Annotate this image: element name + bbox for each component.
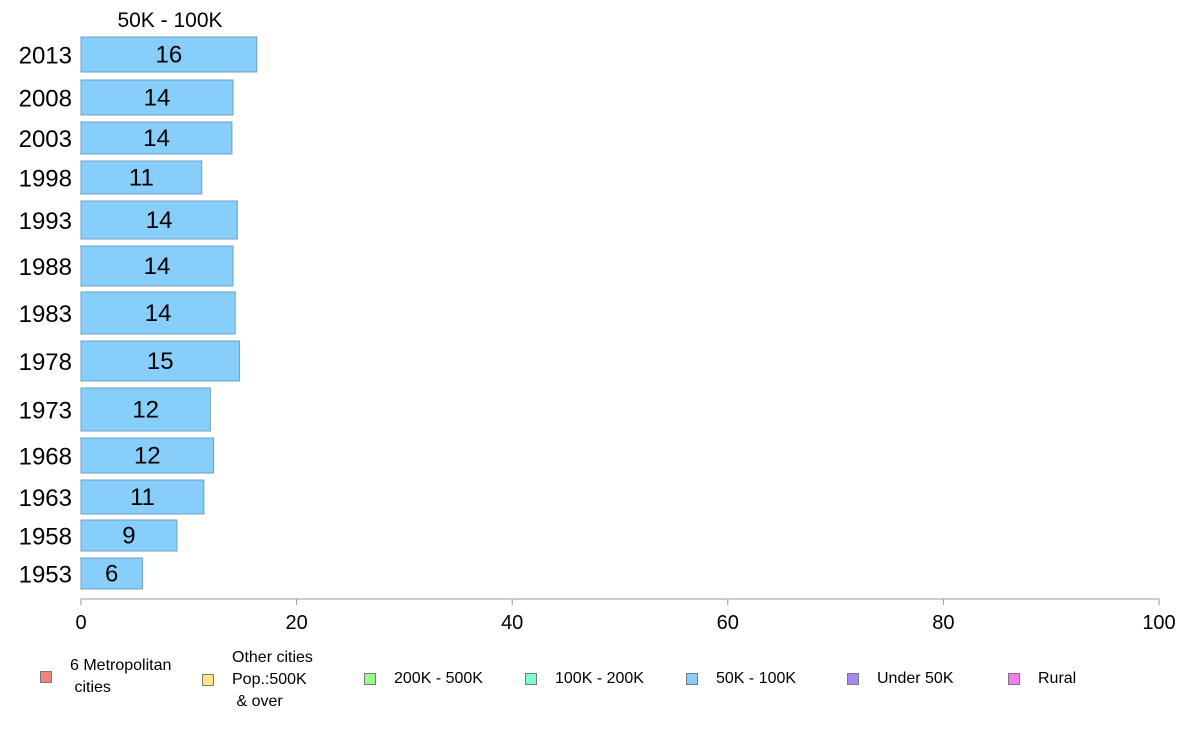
category-label: 1993: [19, 208, 72, 235]
bar-1973: [80, 387, 211, 432]
legend-item: Rural: [1008, 668, 1076, 690]
bar-1963: [80, 479, 205, 515]
legend-label: Rural: [1038, 670, 1077, 687]
bar-1998: [80, 160, 203, 195]
legend-swatch: [364, 673, 376, 685]
category-label: 1998: [19, 166, 72, 193]
legend-swatch: [1008, 673, 1020, 685]
bar-value-label: 12: [134, 443, 161, 470]
bar-value-label: 15: [147, 348, 174, 375]
legend-label: Other cities Pop.:500K & over: [232, 649, 313, 710]
bar-value-label: 6: [105, 561, 118, 588]
bar-2013: [80, 36, 258, 73]
category-label: 1968: [19, 444, 72, 471]
x-tick-label: 0: [75, 612, 86, 634]
bar-chart: 50K - 100K 16 2013 14 2008 14 2003 11 1998 14 199…: [19, 9, 1176, 634]
bar-1953: [80, 557, 143, 590]
bar-2003: [80, 121, 233, 155]
category-label: 1978: [19, 349, 72, 376]
bar-1988: [80, 245, 234, 287]
legend-label: 50K - 100K: [716, 670, 797, 687]
legend-item: 200K - 500K: [364, 668, 483, 690]
bar-value-label: 11: [130, 484, 155, 511]
legend-item: 50K - 100K: [686, 668, 796, 690]
legend-item: Under 50K: [847, 668, 954, 690]
legend-label: 6 Metropolitan cities: [70, 657, 172, 696]
legend-item: Other cities Pop.:500K & over: [202, 647, 313, 713]
legend-swatch: [40, 671, 52, 683]
bar-value-label: 11: [129, 165, 154, 192]
x-tick-label: 40: [501, 612, 523, 634]
bar-value-label: 14: [146, 207, 173, 234]
category-label: 1953: [19, 562, 72, 589]
x-tick-label: 100: [1142, 612, 1175, 634]
x-tick-label: 60: [717, 612, 739, 634]
category-label: 2013: [19, 43, 72, 70]
bar-value-label: 14: [143, 125, 170, 152]
bar-value-label: 16: [156, 42, 183, 69]
category-label: 2008: [19, 86, 72, 113]
legend-item: 100K - 200K: [525, 668, 644, 690]
legend-swatch: [847, 673, 859, 685]
legend-label: 200K - 500K: [394, 670, 483, 687]
chart-title: 50K - 100K: [117, 9, 222, 32]
bar-value-label: 12: [132, 397, 159, 424]
x-tick-label: 80: [932, 612, 954, 634]
category-label: 1963: [19, 485, 72, 512]
chart-legend: 6 Metropolitan cities Other cities Pop.:5…: [0, 647, 1188, 730]
legend-item: 6 Metropolitan cities: [40, 655, 171, 699]
legend-swatch: [202, 674, 214, 686]
category-label: 1958: [19, 524, 72, 551]
legend-swatch: [686, 673, 698, 685]
bar-value-label: 14: [144, 253, 171, 280]
legend-swatch: [525, 673, 537, 685]
bar-1983: [80, 291, 236, 335]
x-tick-label: 20: [285, 612, 307, 634]
category-label: 1983: [19, 301, 72, 328]
bar-value-label: 9: [122, 523, 135, 550]
category-label: 1973: [19, 398, 72, 425]
legend-label: 100K - 200K: [555, 670, 644, 687]
bar-1993: [80, 200, 238, 240]
category-label: 1988: [19, 254, 72, 281]
bar-1958: [80, 519, 178, 552]
bar-value-label: 14: [144, 85, 171, 112]
bar-value-label: 14: [145, 300, 172, 327]
bar-1978: [80, 340, 240, 382]
bar-1968: [80, 437, 215, 474]
legend-label: Under 50K: [877, 670, 954, 687]
bar-2008: [80, 79, 234, 116]
category-label: 2003: [19, 126, 72, 153]
